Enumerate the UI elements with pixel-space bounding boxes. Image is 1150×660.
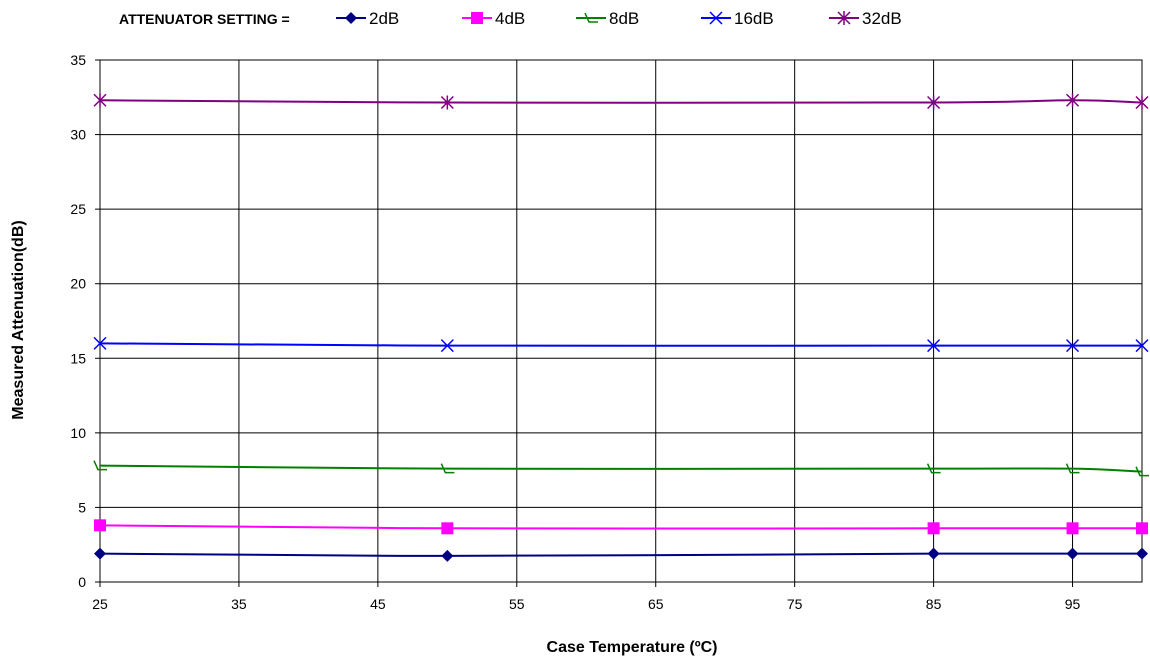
x-tick-label: 45	[370, 596, 386, 612]
series-16dB	[93, 336, 1149, 353]
data-point	[1066, 547, 1079, 560]
y-axis-title: Measured Attenuation(dB)	[10, 220, 27, 419]
y-tick-label: 30	[70, 127, 86, 143]
series-4dB	[94, 519, 1148, 535]
x-axis-title: Case Temperature (ºC)	[547, 639, 718, 656]
data-point	[584, 12, 598, 23]
legend-item-8dB: 8dB	[576, 9, 639, 28]
y-tick-label: 35	[70, 52, 86, 68]
data-point	[93, 93, 107, 108]
series-line	[99, 552, 1142, 557]
y-tick-label: 15	[70, 350, 86, 366]
legend-label: 8dB	[609, 9, 639, 28]
data-point	[709, 11, 723, 25]
data-point	[1136, 522, 1148, 535]
x-tick-label: 55	[509, 596, 525, 612]
data-point	[1135, 95, 1149, 110]
legend-label: 4dB	[495, 9, 525, 28]
x-tick-label: 65	[648, 596, 664, 612]
plot-frame	[99, 59, 1143, 583]
x-tick-label: 25	[92, 596, 108, 612]
x-tick-label: 75	[787, 596, 803, 612]
legend: ATTENUATOR SETTING = 2dB 4dB 8dB 16dB 32dB	[119, 9, 902, 28]
legend-item-2dB: 2dB	[336, 9, 399, 28]
data-point	[1135, 339, 1149, 353]
y-tick-label: 25	[70, 201, 86, 217]
series-2dB	[94, 547, 1148, 562]
data-point	[1136, 547, 1148, 560]
series-32dB	[93, 93, 1149, 110]
data-point	[441, 549, 454, 562]
x-tick-label: 35	[231, 596, 247, 612]
data-point	[1065, 339, 1080, 353]
data-point	[471, 12, 483, 24]
data-point	[345, 12, 357, 24]
data-point	[440, 463, 455, 474]
legend-item-16dB: 16dB	[701, 9, 774, 28]
y-tick-label: 20	[70, 276, 86, 292]
legend-item-32dB: 32dB	[829, 9, 902, 28]
data-point	[1065, 93, 1080, 108]
data-point	[93, 460, 107, 471]
series-layer	[93, 93, 1149, 562]
data-point	[1065, 463, 1080, 474]
legend-label: 32dB	[862, 9, 902, 28]
data-point	[927, 522, 940, 535]
y-tick-label: 10	[70, 425, 86, 441]
x-tick-label: 95	[1065, 596, 1081, 612]
grid	[99, 59, 1143, 583]
data-point	[441, 522, 454, 535]
y-tick-label: 0	[78, 574, 86, 590]
data-point	[927, 95, 941, 110]
data-point	[1066, 522, 1079, 535]
data-point	[94, 519, 106, 532]
series-line	[99, 464, 1143, 473]
tick-labels: 25 35 45 55 65 75 85 95 0 5 10 15 20 25 30 35	[70, 52, 1080, 612]
series-8dB	[93, 460, 1149, 477]
data-point	[927, 547, 940, 560]
data-point	[94, 547, 106, 560]
data-point	[440, 95, 454, 110]
data-point	[440, 339, 454, 353]
series-line	[99, 342, 1142, 347]
series-line	[99, 524, 1142, 530]
data-point	[93, 336, 107, 350]
x-tick-label: 85	[926, 596, 942, 612]
series-line	[99, 99, 1143, 104]
data-point	[927, 339, 941, 353]
data-point	[926, 463, 941, 474]
y-tick-label: 5	[78, 499, 86, 515]
legend-label: 16dB	[734, 9, 774, 28]
legend-label: 2dB	[369, 9, 399, 28]
legend-prefix: ATTENUATOR SETTING =	[119, 11, 290, 27]
data-point	[837, 11, 851, 25]
data-point	[1135, 466, 1149, 477]
legend-item-4dB: 4dB	[462, 9, 525, 28]
